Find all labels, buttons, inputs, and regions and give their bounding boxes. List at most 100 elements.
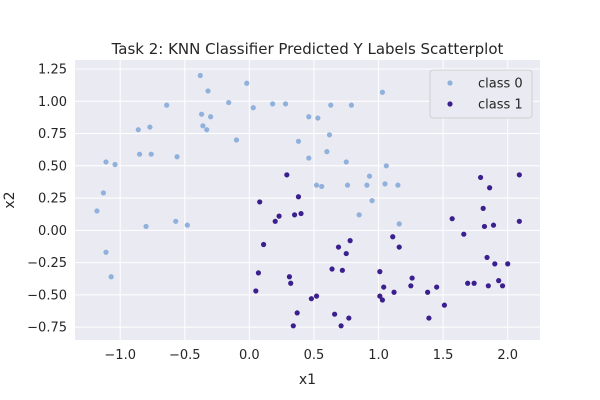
legend-marker-class-1 [447, 101, 453, 107]
data-point-class-0 [148, 151, 154, 157]
data-point-class-1 [391, 289, 397, 295]
data-point-class-1 [257, 199, 263, 205]
data-point-class-0 [315, 115, 321, 121]
data-point-class-1 [329, 266, 335, 272]
data-point-class-1 [461, 231, 467, 237]
data-point-class-1 [426, 315, 432, 321]
data-point-class-0 [112, 161, 118, 168]
data-point-class-1 [313, 293, 320, 299]
x-tick-labels: −1.0 −0.5 0.0 0.5 1.0 1.5 2.0 [104, 348, 518, 363]
y-tick-labels: −0.75 −0.50 −0.25 0.00 0.25 0.50 0.75 1.00 1.25 [27, 63, 67, 336]
grid-lines [75, 60, 540, 340]
data-point-class-1 [295, 194, 302, 200]
data-point-class-0 [324, 149, 330, 155]
data-point-class-1 [332, 311, 338, 317]
data-point-class-1 [396, 244, 402, 250]
data-point-class-1 [516, 218, 522, 224]
data-point-class-1 [434, 284, 440, 290]
data-point-class-1 [484, 254, 490, 261]
y-tick-label: −0.50 [27, 288, 67, 303]
data-point-class-0 [369, 198, 375, 204]
data-point-class-1 [338, 323, 344, 329]
data-point-class-1 [298, 210, 304, 217]
data-point-class-0 [306, 114, 312, 120]
data-point-class-1 [255, 270, 262, 276]
data-point-class-0 [366, 173, 373, 179]
x-tick-label: 1.0 [368, 348, 389, 363]
data-point-class-0 [244, 80, 250, 86]
data-point-class-1 [291, 212, 298, 218]
y-tick-label: 1.25 [38, 63, 67, 78]
data-point-class-1 [481, 223, 488, 230]
x-tick-label: 1.5 [433, 348, 454, 363]
data-point-class-1 [480, 205, 486, 211]
data-point-class-0 [147, 124, 153, 130]
data-point-class-1 [377, 269, 383, 275]
data-point-class-1 [449, 216, 455, 222]
data-point-class-0 [204, 127, 210, 133]
data-point-class-0 [270, 101, 276, 107]
data-point-class-1 [253, 288, 259, 294]
data-point-class-0 [108, 274, 114, 280]
y-tick-label: 0.50 [38, 159, 67, 174]
data-point-class-1 [347, 238, 353, 244]
data-points [94, 72, 522, 329]
data-point-class-1 [290, 323, 296, 329]
data-point-class-1 [487, 185, 493, 191]
data-point-class-1 [499, 283, 506, 289]
data-point-class-1 [390, 234, 396, 240]
legend-box [429, 69, 533, 119]
data-point-class-0 [250, 105, 256, 111]
data-point-class-0 [94, 208, 100, 214]
data-point-class-1 [339, 267, 345, 273]
data-point-class-0 [103, 249, 109, 255]
data-point-class-1 [260, 241, 267, 248]
data-point-class-0 [326, 132, 333, 138]
data-point-class-1 [276, 213, 282, 219]
data-point-class-0 [205, 88, 211, 94]
y-tick-label: 0.75 [38, 127, 67, 142]
data-point-class-1 [272, 218, 278, 224]
data-point-class-0 [198, 111, 205, 117]
data-point-class-0 [344, 182, 351, 188]
data-point-class-1 [441, 302, 448, 308]
data-point-class-0 [164, 102, 170, 108]
data-point-class-1 [516, 172, 522, 178]
data-point-class-0 [348, 102, 355, 108]
data-point-class-1 [294, 310, 300, 316]
legend-marker-class-0 [447, 80, 453, 86]
data-point-class-1 [308, 296, 314, 302]
data-point-class-0 [100, 190, 107, 196]
data-point-class-0 [356, 212, 362, 218]
data-point-class-0 [184, 222, 190, 228]
y-axis-label: x2 [2, 191, 18, 208]
data-point-class-1 [485, 283, 491, 289]
legend: class 0 class 1 [429, 69, 533, 119]
data-point-class-0 [135, 127, 141, 133]
data-point-class-1 [408, 283, 414, 289]
data-point-class-0 [383, 163, 389, 169]
y-tick-label: 1.00 [38, 95, 67, 110]
y-tick-label: 0.00 [38, 224, 67, 239]
data-point-class-1 [335, 244, 342, 250]
data-point-class-0 [173, 218, 179, 224]
data-point-class-0 [328, 102, 334, 108]
data-point-class-0 [233, 137, 240, 143]
data-point-class-0 [208, 114, 214, 120]
data-point-class-1 [505, 261, 511, 267]
data-point-class-0 [396, 221, 402, 227]
y-tick-label: −0.75 [27, 321, 67, 336]
data-point-class-1 [477, 174, 484, 181]
data-point-class-1 [377, 293, 383, 299]
data-point-class-1 [379, 297, 386, 303]
data-point-class-1 [465, 280, 471, 286]
data-point-class-0 [306, 155, 312, 161]
data-point-class-0 [319, 183, 325, 190]
data-point-class-1 [286, 274, 293, 280]
data-point-class-0 [197, 72, 203, 79]
data-point-class-1 [288, 280, 294, 286]
data-point-class-1 [284, 172, 290, 178]
data-point-class-0 [226, 99, 232, 106]
y-tick-label: 0.25 [38, 192, 67, 207]
